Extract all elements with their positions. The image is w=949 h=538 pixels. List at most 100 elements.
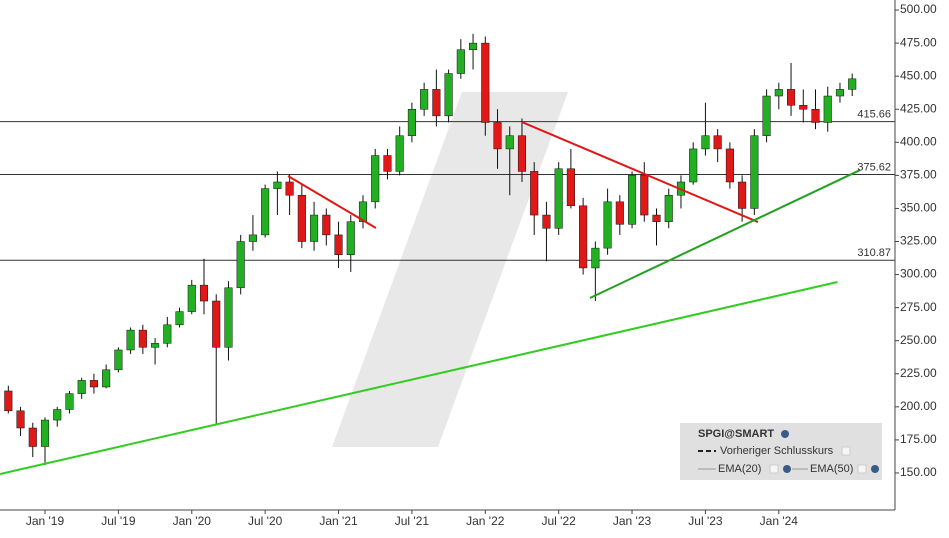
watermark [332,92,568,447]
legend-item: Vorheriger Schlusskurs [720,445,834,457]
legend-item: EMA(20) [718,463,761,475]
candle-body [102,369,111,388]
candle-body [738,181,747,209]
candle-body [151,343,160,348]
candle-body [530,171,539,216]
trendline [521,121,759,223]
candle-body [65,393,74,410]
candle-body [224,287,233,348]
x-tick-label: Jan '19 [26,514,65,528]
candle-body [285,181,294,196]
candle-body [138,329,147,348]
y-tick-label: 500.00 [900,2,937,16]
y-tick-label: 175.00 [900,432,937,446]
candle-body [383,155,392,172]
candle-body [346,221,355,255]
candle-body [750,135,759,209]
candle-body [444,73,453,117]
y-tick-label: 250.00 [900,333,937,347]
legend-icon [781,430,789,438]
x-tick-label: Jan '24 [760,514,799,528]
legend-title: SPGI@SMART [698,428,774,440]
candle-body [640,175,649,216]
candle-body [432,89,441,117]
level-label: 310.87 [857,247,891,259]
candle-body [481,42,490,123]
candle-body [469,42,478,50]
candle-body [579,205,588,269]
candle-body [261,188,270,236]
level-label: 415.66 [857,109,891,121]
trendline [589,169,861,299]
y-tick-label: 450.00 [900,68,937,82]
legend-checkbox[interactable] [841,446,851,456]
candle-body [566,168,575,207]
candle-body [310,214,319,242]
candle-body [77,380,86,394]
legend-item: EMA(50) [810,463,853,475]
candle-body [89,380,98,388]
candle-body [493,122,502,150]
candle-body [835,89,845,97]
candle-body [517,135,527,172]
y-tick-label: 325.00 [900,234,937,248]
y-tick-label: 475.00 [900,35,937,49]
candle-body [407,108,416,136]
x-tick-label: Jan '22 [466,514,505,528]
y-tick-label: 425.00 [900,101,937,115]
candle-body [420,89,429,110]
candle-body [4,390,13,412]
y-tick-label: 300.00 [900,267,937,281]
candle-body [762,95,771,136]
candle-body [603,201,612,249]
candle-body [591,247,600,269]
candle-body [28,427,37,447]
candle-body [652,214,661,222]
x-tick-label: Jan '20 [173,514,212,528]
candle-body [163,324,172,344]
trendline [287,175,377,229]
y-tick-label: 150.00 [900,465,937,479]
candle-body [16,410,25,429]
candle-body [273,181,282,189]
y-tick-label: 400.00 [900,134,937,148]
candle-body [554,168,563,229]
candle-body [40,419,50,447]
level-label: 375.62 [857,161,891,173]
candle-body [126,329,135,351]
legend-checkbox[interactable] [769,464,779,474]
candle-body [848,78,857,90]
x-tick-label: Jul '22 [542,514,577,528]
candle-body [175,311,184,326]
candle-body [823,95,832,123]
candle-body [811,108,820,123]
candle-body [395,135,404,172]
trendline [0,281,838,475]
legend-icon [871,465,879,473]
candle-body [542,214,551,229]
candle-body [199,284,209,302]
candle-body [236,241,245,289]
y-tick-label: 375.00 [900,168,937,182]
candle-body [799,105,808,110]
legend: SPGI@SMART Vorheriger Schlusskurs EMA(20… [680,423,882,480]
x-tick-label: Jan '21 [319,514,358,528]
candle-body [456,49,465,74]
y-tick-label: 275.00 [900,300,937,314]
candle-body [187,284,196,312]
candle-body [212,300,221,348]
x-tick-label: Jul '23 [688,514,723,528]
candle-body [713,135,722,150]
y-tick-label: 225.00 [900,366,937,380]
legend-icon [783,465,791,473]
candle-body [615,201,624,225]
y-tick-label: 200.00 [900,399,937,413]
legend-checkbox[interactable] [857,464,867,474]
candle-body [248,234,257,242]
y-tick-label: 350.00 [900,201,937,215]
candle-body [505,135,514,150]
candle-body [322,214,331,236]
candle-body [371,155,380,203]
x-tick-label: Jul '19 [101,514,136,528]
candle-body [334,234,343,255]
